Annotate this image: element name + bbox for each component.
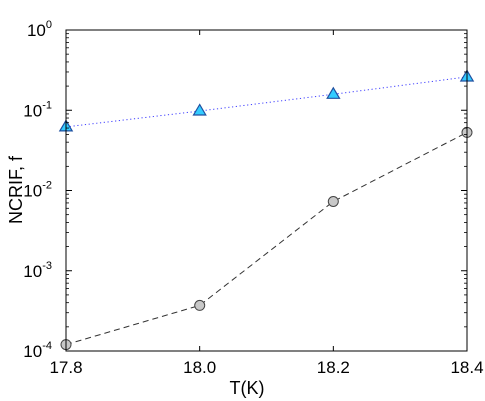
plot-area — [58, 69, 475, 351]
series-2-point-2 — [194, 299, 206, 311]
x-tick-label-3: 18.2 — [317, 358, 350, 377]
y-tick-label-base: 10 — [27, 21, 46, 40]
y-tick-label-2: 10-1 — [23, 99, 52, 120]
y-axis-label: NCRIF, f — [6, 155, 26, 224]
y-tick-label-1: 100 — [27, 19, 52, 40]
y-tick-label-exponent: -4 — [42, 340, 52, 352]
y-tick-label-base: 10 — [23, 262, 42, 281]
y-tick-label-exponent: 0 — [46, 19, 52, 31]
y-tick-label-4: 10-3 — [23, 260, 52, 281]
y-tick-label-base: 10 — [23, 342, 42, 361]
series-2-point-3 — [327, 196, 339, 207]
series-1-point-2 — [192, 103, 207, 116]
x-tick-label-2: 18.0 — [183, 358, 216, 377]
series-2-line — [65, 131, 468, 346]
y-tick-label-exponent: -2 — [42, 180, 52, 192]
y-tick-label-5: 10-4 — [23, 340, 52, 361]
y-tick-label-exponent: -3 — [42, 260, 52, 272]
x-tick-label-1: 17.8 — [49, 358, 82, 377]
y-tick-label-base: 10 — [23, 101, 42, 120]
series-1-point-3 — [326, 86, 341, 99]
y-tick-label-3: 10-2 — [23, 180, 52, 201]
y-tick-label-exponent: -1 — [42, 99, 52, 111]
y-tick-label-base: 10 — [23, 182, 42, 201]
series-1-line — [65, 76, 468, 128]
x-tick-label-4: 18.4 — [450, 358, 483, 377]
x-axis-label: T(K) — [230, 378, 265, 398]
